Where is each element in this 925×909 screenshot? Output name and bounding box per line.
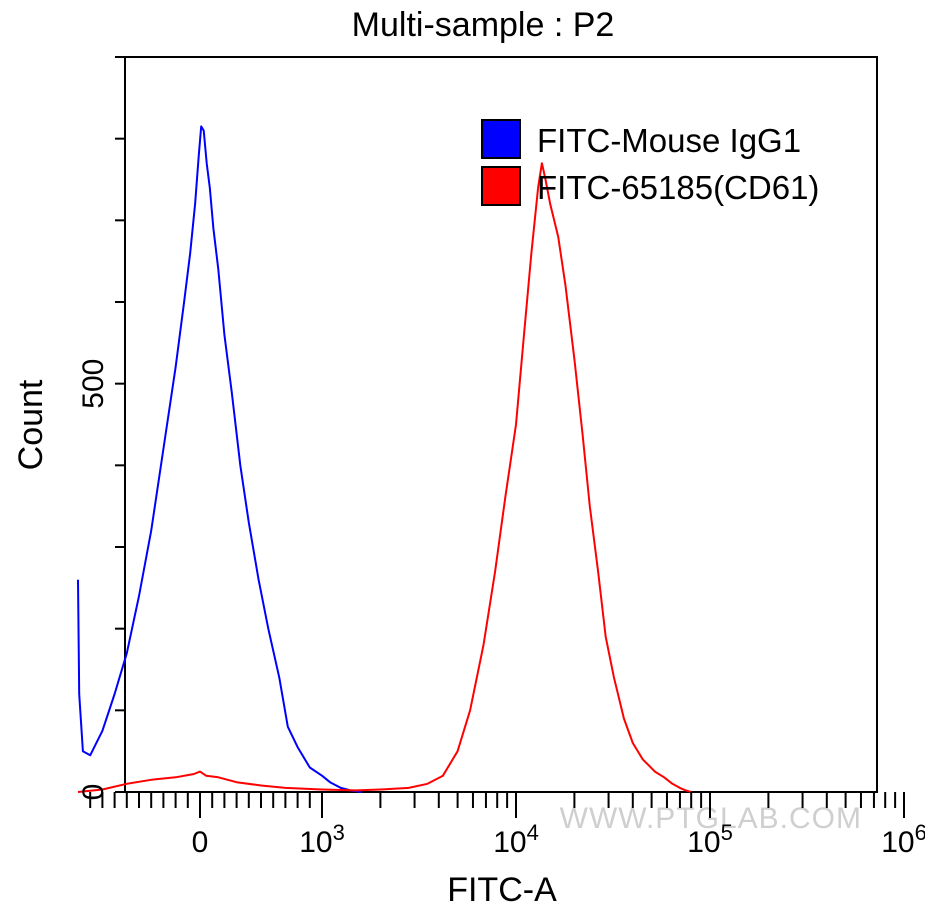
legend-swatch-2 (481, 166, 521, 206)
series-line-1 (77, 125, 362, 793)
y-axis-label-group: Count (12, 379, 50, 470)
y-tick-label-group: 0 (77, 784, 110, 801)
x-tick-label: 106 (881, 820, 925, 859)
series-line-2 (77, 162, 692, 793)
x-axis-label: FITC-A (447, 871, 557, 909)
x-tick-label: 103 (299, 820, 345, 859)
legend-label-1: FITC-Mouse IgG1 (537, 122, 801, 159)
y-tick-label: 500 (77, 359, 110, 409)
plot-frame (124, 56, 878, 793)
y-tick-label: 0 (77, 784, 110, 801)
y-tick-label-group: 500 (77, 359, 110, 409)
x-tick-label: 104 (493, 820, 539, 859)
x-tick-label: 105 (687, 820, 733, 859)
x-tick-label: 0 (192, 826, 209, 859)
legend-label-2: FITC-65185(CD61) (537, 169, 819, 206)
y-axis-label: Count (12, 379, 50, 470)
legend-swatch-1 (481, 119, 521, 159)
chart-title: Multi-sample : P2 (352, 6, 615, 44)
